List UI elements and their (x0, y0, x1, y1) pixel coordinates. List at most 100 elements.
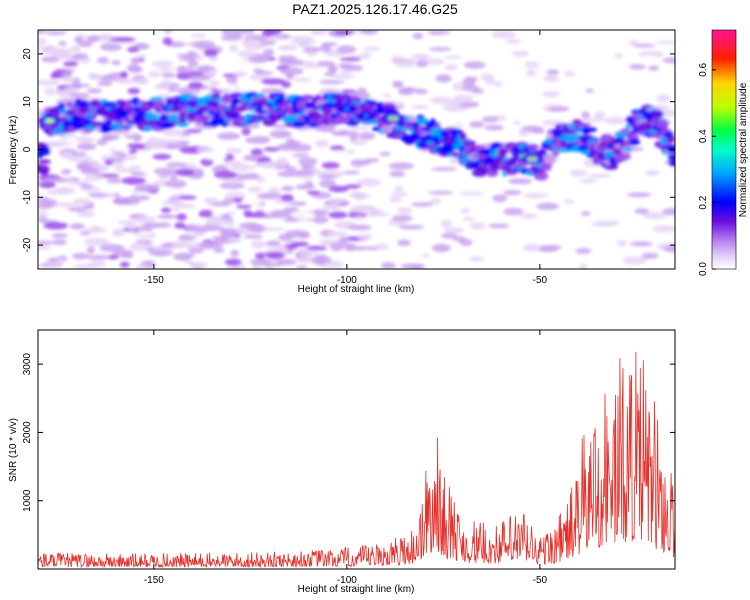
heatmap-cell (463, 61, 486, 69)
bottom-x-axis-label: Height of straight line (km) (298, 584, 415, 595)
heatmap-cell (665, 135, 675, 143)
heatmap-cell (379, 151, 391, 156)
heatmap-cell (230, 213, 242, 220)
heatmap-cell (255, 253, 266, 260)
heatmap-cell (354, 215, 366, 220)
heatmap-cell (68, 177, 80, 182)
heatmap-cell (575, 247, 591, 255)
heatmap-cell (462, 140, 476, 147)
heatmap-cell (458, 132, 467, 141)
heatmap-cell (226, 147, 242, 154)
heatmap-cell (173, 261, 192, 269)
heatmap-cell (38, 240, 56, 245)
heatmap-cell (321, 105, 337, 115)
heatmap-cell (266, 40, 276, 46)
heatmap-cell (86, 254, 111, 260)
heatmap-cell (464, 76, 478, 82)
heatmap-cell (75, 136, 94, 143)
heatmap-cell (343, 170, 360, 175)
bottom-x-tick-label: -150 (144, 575, 164, 586)
heatmap-cell (218, 228, 232, 233)
top-y-axis-label: Frequency (Hz) (8, 116, 19, 185)
heatmap-cell (249, 73, 269, 81)
heatmap-cell (58, 41, 67, 46)
heatmap-cell (188, 248, 204, 254)
heatmap-cell (175, 66, 195, 73)
heatmap-peak (364, 114, 369, 118)
heatmap-cell (667, 153, 675, 162)
heatmap-cell (128, 66, 143, 73)
heatmap-cell (347, 224, 372, 231)
heatmap-cell (600, 133, 614, 143)
colorbar: 0.0 0.2 0.4 0.6 Normalized spectral amplitu… (698, 29, 749, 276)
heatmap-cell (314, 139, 330, 148)
heatmap-cell (323, 202, 342, 211)
heatmap-cell (576, 122, 592, 128)
heatmap-cell (155, 256, 165, 265)
heatmap-cell (412, 32, 424, 40)
heatmap-cell (628, 63, 647, 70)
bottom-y-tick-label: 3000 (22, 353, 33, 376)
heatmap-cell (164, 30, 172, 34)
heatmap-cell (300, 164, 310, 169)
heatmap-cell (40, 169, 49, 176)
heatmap-cell (643, 55, 656, 62)
heatmap-cell (115, 109, 131, 117)
heatmap-cell (349, 159, 371, 166)
heatmap-cell (69, 223, 85, 230)
heatmap-cell (407, 115, 416, 123)
heatmap-cell (102, 101, 118, 108)
heatmap-cell (334, 30, 355, 35)
heatmap-cell (339, 89, 357, 94)
heatmap-cell (511, 50, 530, 57)
heatmap-cell (165, 179, 187, 188)
heatmap-cell (145, 113, 161, 123)
heatmap-cell (585, 88, 595, 93)
heatmap-cell (241, 127, 251, 136)
heatmap-cell (55, 186, 76, 195)
heatmap-cell (165, 143, 177, 150)
heatmap-cell (240, 89, 252, 93)
heatmap-cell (130, 171, 145, 176)
heatmap-cell (144, 125, 153, 132)
heatmap-cell (236, 204, 252, 209)
heatmap-cell (160, 207, 172, 213)
heatmap-cell (397, 239, 411, 246)
heatmap-cell (38, 38, 47, 45)
heatmap-cell (468, 256, 485, 262)
heatmap-cell (656, 40, 675, 45)
heatmap-cell (64, 85, 81, 92)
heatmap-cell (128, 149, 138, 154)
heatmap-cell (668, 160, 675, 167)
heatmap-cell (136, 54, 147, 59)
heatmap-cell (312, 30, 329, 35)
heatmap-cell (140, 104, 149, 113)
heatmap-cell (460, 207, 470, 214)
heatmap-cell (257, 192, 283, 200)
heatmap-cell (328, 185, 349, 193)
heatmap-cell (260, 88, 285, 94)
heatmap-cell (252, 265, 261, 269)
heatmap-cell (109, 37, 136, 42)
heatmap-cell (415, 59, 429, 68)
heatmap-cell (60, 168, 72, 175)
heatmap-cell (297, 231, 311, 239)
heatmap-cell (579, 263, 588, 269)
heatmap-cell (305, 180, 314, 187)
heatmap-cell (234, 70, 247, 78)
heatmap-cell (247, 55, 270, 63)
heatmap-cell (529, 127, 545, 134)
heatmap-cell (428, 47, 452, 52)
heatmap-cell (655, 119, 669, 129)
heatmap-cell (629, 138, 641, 146)
heatmap-cell (161, 72, 176, 78)
heatmap-cell (104, 159, 113, 166)
heatmap-cell (43, 199, 58, 208)
heatmap-cell (327, 66, 339, 72)
heatmap-cell (416, 117, 429, 124)
heatmap-cell (125, 223, 135, 230)
snr-panel: -150 -100 -50 1000 2000 3000 Height of straig… (8, 329, 676, 595)
heatmap-cell (284, 166, 297, 172)
top-y-tick-label: 20 (22, 48, 33, 60)
heatmap-cell (323, 260, 344, 269)
